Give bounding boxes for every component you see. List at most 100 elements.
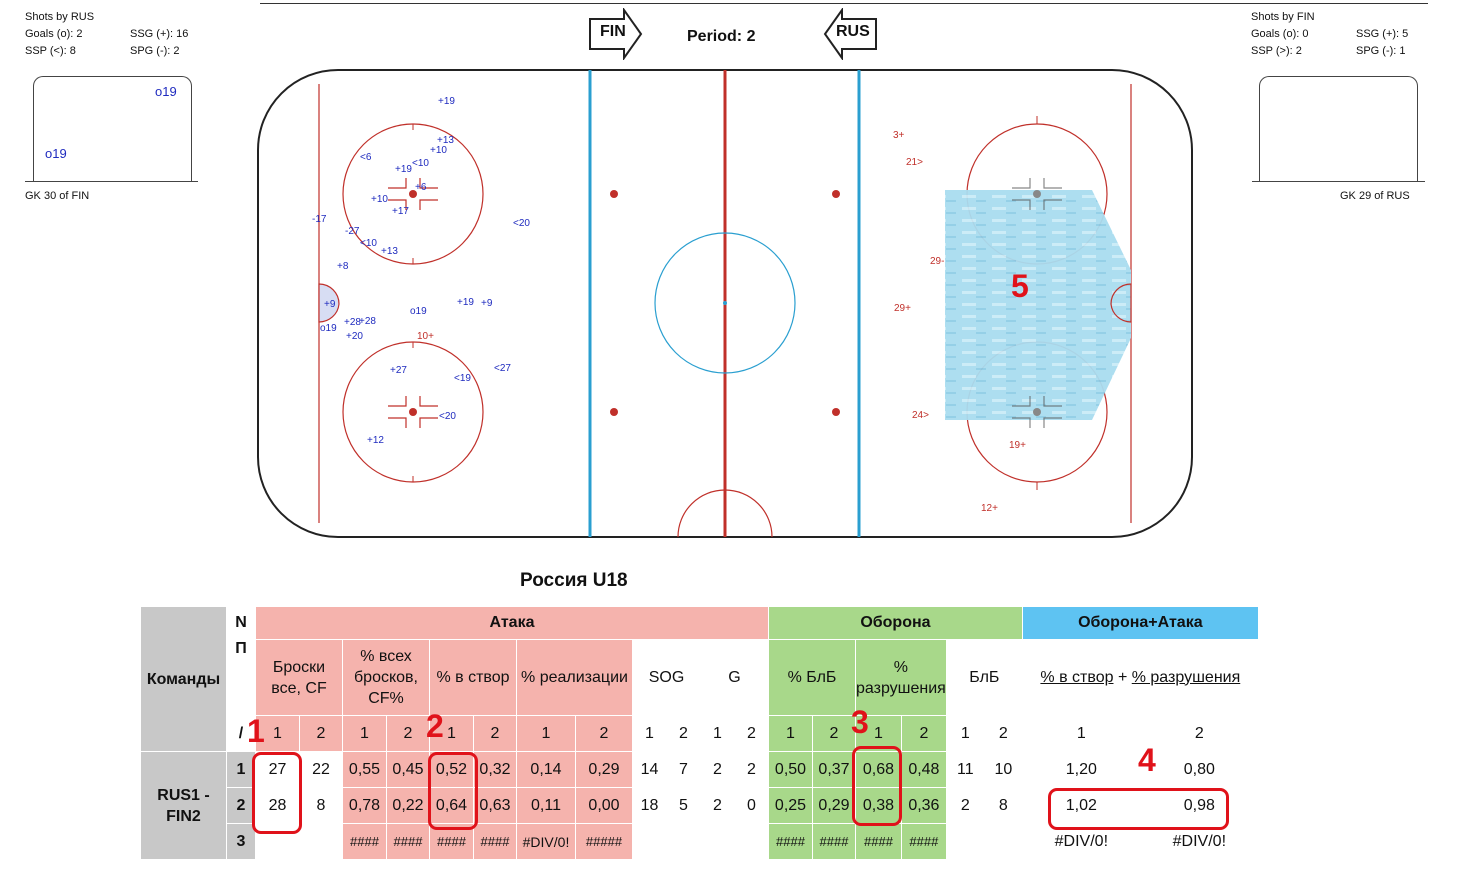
shot-marker: -27 xyxy=(345,226,360,237)
cell xyxy=(700,823,735,860)
shot-marker: <27 xyxy=(494,363,511,374)
sub-col: 2 xyxy=(299,715,343,752)
row-number: 2 xyxy=(226,787,256,824)
arrow-right-icon xyxy=(589,8,643,60)
right-spg: SPG (-): 1 xyxy=(1356,45,1406,57)
stats-table: Команды N Атака Оборона Оборона+Атака П … xyxy=(140,606,1259,860)
sub-col: 2 xyxy=(1139,715,1259,752)
cell: 0,14 xyxy=(516,751,576,788)
left-goal-crease xyxy=(318,283,340,323)
col-on-target-percent: % в створ xyxy=(429,639,517,716)
shot-marker: +27 xyxy=(390,365,407,376)
left-goal-line xyxy=(25,181,198,182)
cell: 0,11 xyxy=(516,787,576,824)
annotation-2: 2 xyxy=(426,708,444,744)
cell: 0,80 xyxy=(1139,751,1259,788)
shot-marker: +9 xyxy=(324,299,336,310)
n-header: N xyxy=(226,606,256,640)
shot-marker: <19 xyxy=(454,373,471,384)
left-goalkeeper: GK 30 of FIN xyxy=(25,190,90,202)
left-goal-mark-2: o19 xyxy=(45,146,67,161)
annotation-4: 4 xyxy=(1138,742,1156,778)
sub-col: 2 xyxy=(734,715,769,752)
cell xyxy=(734,823,769,860)
cell: 0,52 xyxy=(429,751,474,788)
col-shots-cf: Броски все, CF xyxy=(255,639,343,716)
cell: #DIV/0! xyxy=(1139,823,1259,860)
team-column-header: Команды xyxy=(140,606,227,752)
hockey-rink xyxy=(257,69,1193,538)
annotation-3: 3 xyxy=(851,704,869,740)
col-cf-percent: % всех бросков, CF% xyxy=(342,639,430,716)
sub-col: 1 xyxy=(632,715,667,752)
right-goal-frame xyxy=(1259,76,1418,181)
row-number: 1 xyxy=(226,751,256,788)
cell: 0,55 xyxy=(342,751,387,788)
col-combo: % в створ + % разрушения xyxy=(1021,639,1259,716)
left-ssp: SSP (<): 8 xyxy=(25,45,76,57)
cell: 0,50 xyxy=(768,751,813,788)
cell: 10 xyxy=(983,751,1023,788)
shot-marker: <6 xyxy=(360,152,372,163)
sub-col: 1 xyxy=(342,715,387,752)
cell: 0 xyxy=(734,787,769,824)
cell: 11 xyxy=(945,751,985,788)
sub-col: 2 xyxy=(473,715,517,752)
col-blocked: БлБ xyxy=(945,639,1023,716)
shot-marker: <10 xyxy=(412,158,429,169)
cell: 0,78 xyxy=(342,787,387,824)
shot-marker: +10 xyxy=(371,194,388,205)
cell: 0,22 xyxy=(386,787,430,824)
cell: 2 xyxy=(700,751,735,788)
cell: 0,25 xyxy=(768,787,813,824)
sub-col: 1 xyxy=(700,715,735,752)
shot-marker: +10 xyxy=(430,145,447,156)
arrow-left-icon xyxy=(823,8,877,60)
cell: 2 xyxy=(945,787,985,824)
top-rule xyxy=(260,3,1428,4)
cell: #### xyxy=(473,823,517,860)
right-goals: Goals (o): 0 xyxy=(1251,28,1309,40)
shot-marker: <20 xyxy=(439,411,456,422)
arrow-right-label: RUS xyxy=(836,23,870,40)
shot-marker: 21> xyxy=(906,157,923,168)
team-title: Россия U18 xyxy=(520,570,628,591)
table-row: RUS1 - FIN2 1 27 22 0,55 0,45 0,52 0,32 … xyxy=(140,751,1259,860)
sub-col: 2 xyxy=(983,715,1023,752)
cell: 0,68 xyxy=(855,751,902,788)
attack-header: Атака xyxy=(255,606,769,640)
sub-col: 2 xyxy=(575,715,633,752)
cell xyxy=(255,823,300,860)
right-ssg: SSG (+): 5 xyxy=(1356,28,1409,40)
shot-marker: +8 xyxy=(337,261,349,272)
cell: 0,45 xyxy=(386,751,430,788)
cell: 18 xyxy=(632,787,667,824)
shot-marker: 10+ xyxy=(417,331,434,342)
cell: #### xyxy=(855,823,902,860)
highlight-box-4 xyxy=(1048,788,1229,830)
cell: 8 xyxy=(299,787,343,824)
cell: 0,63 xyxy=(473,787,517,824)
col-realization-percent: % реализации xyxy=(516,639,633,716)
cell: #### xyxy=(812,823,856,860)
left-spg: SPG (-): 2 xyxy=(130,45,180,57)
shot-marker: +28 xyxy=(344,317,361,328)
right-summary-title: Shots by FIN xyxy=(1251,11,1315,23)
shot-marker: +28 xyxy=(359,316,376,327)
left-summary-title: Shots by RUS xyxy=(25,11,95,23)
cell: 1,02 xyxy=(1021,787,1141,824)
right-goalkeeper: GK 29 of RUS xyxy=(1340,190,1410,202)
sub-col: 2 xyxy=(900,715,947,752)
cell: 0,29 xyxy=(812,787,856,824)
sub-col: 1 xyxy=(1021,715,1141,752)
shot-marker: 3+ xyxy=(893,130,905,141)
highlight-box-3 xyxy=(852,746,902,826)
col-goals: G xyxy=(700,639,769,716)
col-sog: SOG xyxy=(632,639,701,716)
cell xyxy=(983,823,1023,860)
shot-marker: +19 xyxy=(457,297,474,308)
cell: #### xyxy=(900,823,947,860)
row-number: 3 xyxy=(226,823,256,860)
cell: #### xyxy=(342,823,387,860)
cell xyxy=(299,823,343,860)
